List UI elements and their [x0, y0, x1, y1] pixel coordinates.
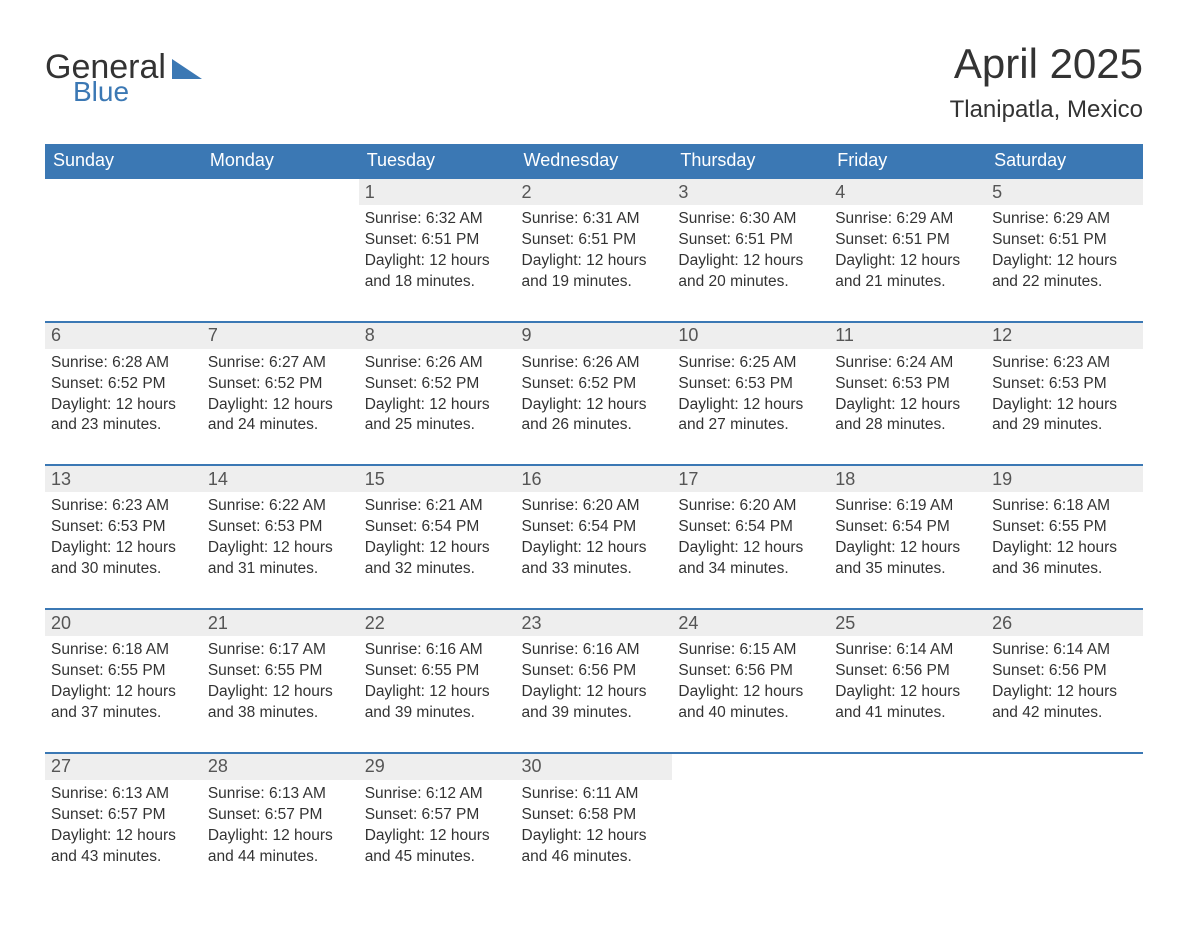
logo-triangle-icon — [172, 59, 202, 84]
day-detail-cell — [672, 780, 829, 896]
day-detail-cell: Sunrise: 6:19 AMSunset: 6:54 PMDaylight:… — [829, 492, 986, 609]
day-number-cell: 12 — [986, 322, 1143, 349]
day-number-cell — [202, 178, 359, 205]
location: Tlanipatla, Mexico — [950, 96, 1143, 124]
day-number-cell: 25 — [829, 609, 986, 636]
day-detail-cell: Sunrise: 6:20 AMSunset: 6:54 PMDaylight:… — [516, 492, 673, 609]
day-detail-cell: Sunrise: 6:16 AMSunset: 6:56 PMDaylight:… — [516, 636, 673, 753]
weekday-header: Tuesday — [359, 144, 516, 178]
day-number-cell — [829, 753, 986, 780]
day-number-cell: 1 — [359, 178, 516, 205]
day-detail-cell: Sunrise: 6:28 AMSunset: 6:52 PMDaylight:… — [45, 349, 202, 466]
day-number-cell: 27 — [45, 753, 202, 780]
day-number-cell: 11 — [829, 322, 986, 349]
day-detail-cell: Sunrise: 6:18 AMSunset: 6:55 PMDaylight:… — [45, 636, 202, 753]
weekday-header: Monday — [202, 144, 359, 178]
day-detail-cell: Sunrise: 6:18 AMSunset: 6:55 PMDaylight:… — [986, 492, 1143, 609]
header: General Blue April 2025 Tlanipatla, Mexi… — [45, 40, 1143, 124]
day-detail-cell: Sunrise: 6:12 AMSunset: 6:57 PMDaylight:… — [359, 780, 516, 896]
day-number-cell: 29 — [359, 753, 516, 780]
day-number-row: 27282930 — [45, 753, 1143, 780]
day-detail-cell: Sunrise: 6:21 AMSunset: 6:54 PMDaylight:… — [359, 492, 516, 609]
day-detail-cell: Sunrise: 6:31 AMSunset: 6:51 PMDaylight:… — [516, 205, 673, 322]
day-number-cell: 16 — [516, 465, 673, 492]
day-detail-cell — [45, 205, 202, 322]
day-detail-cell: Sunrise: 6:17 AMSunset: 6:55 PMDaylight:… — [202, 636, 359, 753]
day-detail-cell: Sunrise: 6:15 AMSunset: 6:56 PMDaylight:… — [672, 636, 829, 753]
day-number-cell: 7 — [202, 322, 359, 349]
day-number-row: 12345 — [45, 178, 1143, 205]
day-number-cell: 10 — [672, 322, 829, 349]
day-detail-cell: Sunrise: 6:14 AMSunset: 6:56 PMDaylight:… — [986, 636, 1143, 753]
day-detail-cell: Sunrise: 6:23 AMSunset: 6:53 PMDaylight:… — [986, 349, 1143, 466]
day-number-cell: 17 — [672, 465, 829, 492]
day-number-cell: 22 — [359, 609, 516, 636]
day-number-cell: 30 — [516, 753, 673, 780]
day-number-cell: 6 — [45, 322, 202, 349]
day-detail-row: Sunrise: 6:23 AMSunset: 6:53 PMDaylight:… — [45, 492, 1143, 609]
day-number-cell: 2 — [516, 178, 673, 205]
day-number-cell: 24 — [672, 609, 829, 636]
day-detail-cell: Sunrise: 6:13 AMSunset: 6:57 PMDaylight:… — [45, 780, 202, 896]
day-number-cell — [45, 178, 202, 205]
day-detail-cell: Sunrise: 6:20 AMSunset: 6:54 PMDaylight:… — [672, 492, 829, 609]
day-number-cell: 14 — [202, 465, 359, 492]
day-detail-cell: Sunrise: 6:26 AMSunset: 6:52 PMDaylight:… — [359, 349, 516, 466]
title-block: April 2025 Tlanipatla, Mexico — [950, 40, 1143, 124]
day-number-cell — [672, 753, 829, 780]
weekday-header-row: SundayMondayTuesdayWednesdayThursdayFrid… — [45, 144, 1143, 178]
weekday-header: Wednesday — [516, 144, 673, 178]
day-number-row: 13141516171819 — [45, 465, 1143, 492]
day-detail-cell: Sunrise: 6:30 AMSunset: 6:51 PMDaylight:… — [672, 205, 829, 322]
weekday-header: Friday — [829, 144, 986, 178]
weekday-header: Sunday — [45, 144, 202, 178]
day-number-cell: 20 — [45, 609, 202, 636]
weekday-header: Saturday — [986, 144, 1143, 178]
day-number-cell: 3 — [672, 178, 829, 205]
logo-sub: Blue — [73, 78, 166, 106]
day-number-row: 6789101112 — [45, 322, 1143, 349]
day-number-cell: 15 — [359, 465, 516, 492]
day-detail-cell: Sunrise: 6:25 AMSunset: 6:53 PMDaylight:… — [672, 349, 829, 466]
day-detail-cell: Sunrise: 6:23 AMSunset: 6:53 PMDaylight:… — [45, 492, 202, 609]
day-number-cell: 5 — [986, 178, 1143, 205]
calendar-body: 12345Sunrise: 6:32 AMSunset: 6:51 PMDayl… — [45, 178, 1143, 895]
day-number-cell — [986, 753, 1143, 780]
day-number-cell: 18 — [829, 465, 986, 492]
day-detail-row: Sunrise: 6:32 AMSunset: 6:51 PMDaylight:… — [45, 205, 1143, 322]
day-detail-cell: Sunrise: 6:26 AMSunset: 6:52 PMDaylight:… — [516, 349, 673, 466]
weekday-header: Thursday — [672, 144, 829, 178]
day-detail-cell: Sunrise: 6:16 AMSunset: 6:55 PMDaylight:… — [359, 636, 516, 753]
day-detail-cell: Sunrise: 6:32 AMSunset: 6:51 PMDaylight:… — [359, 205, 516, 322]
day-detail-cell: Sunrise: 6:11 AMSunset: 6:58 PMDaylight:… — [516, 780, 673, 896]
day-number-row: 20212223242526 — [45, 609, 1143, 636]
day-detail-cell — [986, 780, 1143, 896]
day-detail-cell: Sunrise: 6:29 AMSunset: 6:51 PMDaylight:… — [829, 205, 986, 322]
month-title: April 2025 — [950, 40, 1143, 88]
day-detail-cell: Sunrise: 6:22 AMSunset: 6:53 PMDaylight:… — [202, 492, 359, 609]
day-number-cell: 8 — [359, 322, 516, 349]
day-detail-cell: Sunrise: 6:24 AMSunset: 6:53 PMDaylight:… — [829, 349, 986, 466]
day-number-cell: 19 — [986, 465, 1143, 492]
day-number-cell: 4 — [829, 178, 986, 205]
day-detail-cell: Sunrise: 6:13 AMSunset: 6:57 PMDaylight:… — [202, 780, 359, 896]
day-number-cell: 21 — [202, 609, 359, 636]
logo: General Blue — [45, 50, 202, 106]
day-detail-cell: Sunrise: 6:29 AMSunset: 6:51 PMDaylight:… — [986, 205, 1143, 322]
day-detail-row: Sunrise: 6:28 AMSunset: 6:52 PMDaylight:… — [45, 349, 1143, 466]
day-number-cell: 23 — [516, 609, 673, 636]
day-detail-cell — [202, 205, 359, 322]
day-number-cell: 13 — [45, 465, 202, 492]
day-detail-row: Sunrise: 6:13 AMSunset: 6:57 PMDaylight:… — [45, 780, 1143, 896]
day-detail-row: Sunrise: 6:18 AMSunset: 6:55 PMDaylight:… — [45, 636, 1143, 753]
day-number-cell: 26 — [986, 609, 1143, 636]
day-detail-cell: Sunrise: 6:14 AMSunset: 6:56 PMDaylight:… — [829, 636, 986, 753]
day-detail-cell — [829, 780, 986, 896]
day-detail-cell: Sunrise: 6:27 AMSunset: 6:52 PMDaylight:… — [202, 349, 359, 466]
calendar-table: SundayMondayTuesdayWednesdayThursdayFrid… — [45, 144, 1143, 895]
day-number-cell: 28 — [202, 753, 359, 780]
day-number-cell: 9 — [516, 322, 673, 349]
